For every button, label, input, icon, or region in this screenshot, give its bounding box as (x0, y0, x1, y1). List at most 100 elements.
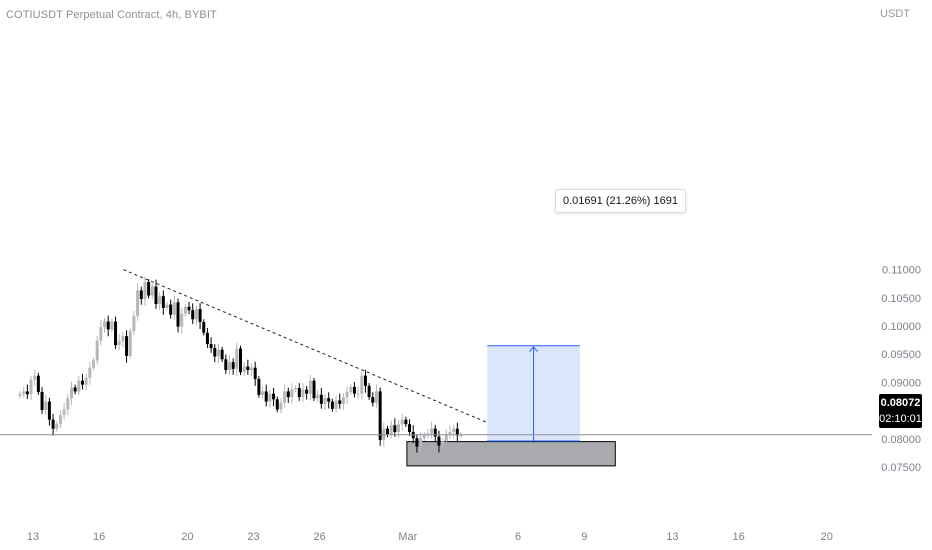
candle (305, 385, 309, 400)
candle (455, 422, 459, 443)
candle (283, 384, 287, 408)
candle (374, 384, 378, 408)
candle (393, 418, 397, 437)
candle (106, 315, 110, 337)
candle (397, 420, 401, 438)
candle (301, 382, 305, 402)
candle (150, 281, 154, 300)
candle (378, 387, 382, 446)
candle (40, 387, 44, 414)
x-tick-label: 23 (247, 531, 259, 543)
x-tick-label: 9 (581, 531, 587, 543)
measure-arrowhead (529, 345, 538, 353)
candle (327, 392, 331, 409)
x-tick-label: Mar (398, 531, 417, 543)
demand-zone-rectangle[interactable] (406, 441, 616, 467)
chart-title: COTIUSDT Perpetual Contract, 4h, BYBIT (6, 9, 217, 21)
candle (69, 381, 73, 406)
candle (444, 429, 448, 445)
candle (404, 416, 408, 427)
candle (419, 432, 423, 454)
candle (386, 425, 389, 438)
x-tick-label: 13 (666, 531, 678, 543)
candle (92, 357, 95, 371)
candle (452, 424, 456, 438)
candle (422, 432, 426, 442)
candle (66, 394, 70, 416)
y-tick-label: 0.08000 (881, 434, 921, 446)
candle (110, 318, 114, 333)
candle (84, 374, 88, 391)
candle (29, 375, 33, 401)
candle (312, 377, 316, 402)
candle (36, 372, 40, 395)
candle (44, 394, 48, 415)
candle (349, 384, 353, 395)
candle (143, 276, 147, 306)
candle (198, 303, 202, 329)
candle (268, 389, 272, 408)
candle (147, 279, 151, 299)
y-tick-label: 0.10500 (881, 293, 921, 305)
candle (77, 375, 81, 396)
x-tick-label: 26 (314, 531, 326, 543)
candle (55, 421, 59, 432)
candle (103, 317, 107, 333)
y-tick-label: 0.09000 (881, 377, 921, 389)
candle (316, 389, 320, 403)
y-tick-label: 0.10000 (881, 321, 921, 333)
candle (58, 410, 62, 428)
candle (246, 359, 250, 375)
candle (180, 307, 184, 334)
x-tick-label: 20 (821, 531, 833, 543)
candle (297, 383, 301, 401)
candle (25, 384, 29, 400)
candle (136, 283, 140, 321)
candle (272, 387, 276, 407)
candle (275, 396, 279, 413)
candle (286, 387, 290, 403)
candle (172, 295, 176, 320)
y-tick-label: 0.07500 (881, 462, 921, 474)
candle (253, 361, 257, 386)
candle (330, 398, 334, 412)
candle (415, 434, 419, 453)
candle (264, 384, 268, 407)
candle (22, 386, 26, 398)
measure-text: 0.01691 (21.26%) 1691 (563, 195, 678, 207)
candle (165, 301, 169, 311)
candle (80, 373, 84, 390)
candle (250, 363, 254, 376)
x-tick-label: 13 (27, 531, 39, 543)
candle (352, 382, 356, 398)
candle (227, 355, 231, 375)
candle (169, 299, 173, 319)
y-tick-label: 0.11000 (882, 265, 921, 277)
candle (205, 327, 209, 348)
candle (389, 420, 393, 439)
candle (441, 438, 445, 449)
candle (235, 342, 239, 376)
candle (88, 361, 92, 385)
candle (154, 279, 158, 309)
candle (408, 419, 412, 436)
candle (161, 290, 165, 315)
candle (448, 425, 452, 440)
candle (132, 310, 136, 335)
candle (371, 392, 375, 407)
candle (430, 421, 434, 439)
current-price-tag: 0.08072 02:10:01 (879, 394, 922, 428)
candle (99, 320, 103, 346)
candle (257, 376, 261, 398)
candle (191, 303, 195, 325)
candle (187, 301, 191, 315)
y-tick-label: 0.09500 (881, 349, 921, 361)
candle (176, 298, 180, 333)
descending-trendline[interactable] (123, 269, 532, 442)
current-price-value: 0.08072 (880, 397, 921, 409)
candle (73, 384, 77, 395)
candle (213, 344, 217, 363)
candle (360, 371, 364, 400)
candle (194, 305, 198, 326)
